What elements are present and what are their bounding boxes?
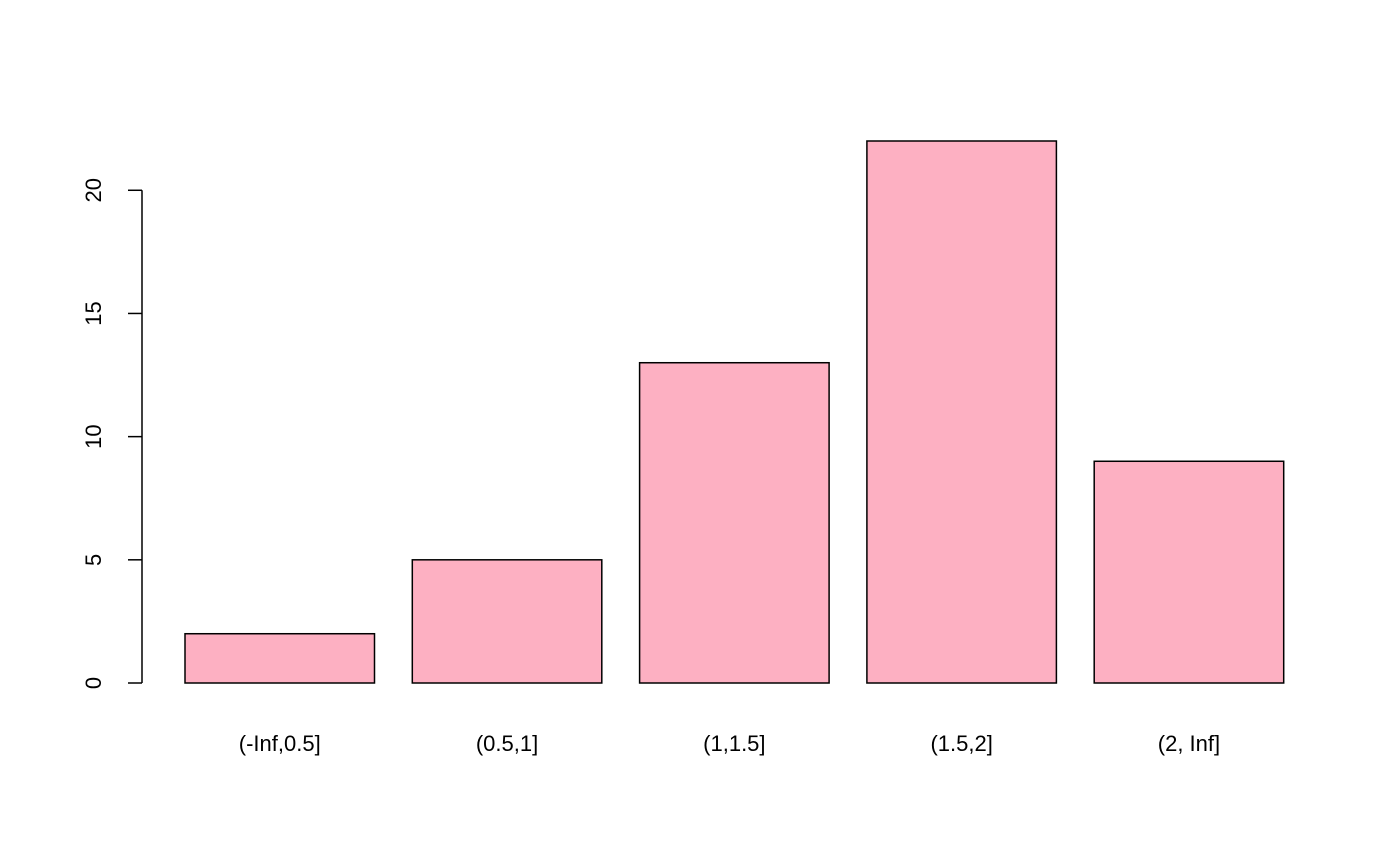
y-tick-label: 20: [81, 178, 106, 202]
bar: [1093, 460, 1285, 684]
y-tick-label: 0: [81, 677, 106, 689]
y-tick-label: 5: [81, 554, 106, 566]
x-tick-label: (2, Inf]: [1158, 731, 1220, 756]
y-tick-label: 15: [81, 301, 106, 325]
x-tick-label: (-Inf,0.5]: [239, 731, 321, 756]
y-tick-label: 10: [81, 424, 106, 448]
bars-layer: [184, 140, 1285, 684]
x-tick-label: (1.5,2]: [930, 731, 992, 756]
x-tick-label: (0.5,1]: [476, 731, 538, 756]
x-tick-label: (1,1.5]: [703, 731, 765, 756]
bar: [866, 140, 1058, 684]
y-axis: 0 5 10 15 20: [81, 178, 143, 689]
x-axis-labels: (-Inf,0.5] (0.5,1] (1,1.5] (1.5,2] (2, Inf]: [239, 731, 1220, 756]
bar: [411, 559, 603, 684]
bar: [638, 361, 830, 684]
bar: [184, 632, 376, 684]
